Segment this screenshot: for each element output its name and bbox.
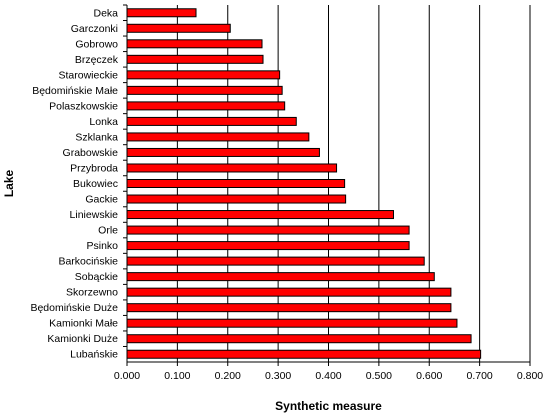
category-label: Polaszkowskie (49, 100, 118, 112)
category-label: Lonka (89, 116, 118, 128)
x-tick-label: 0.400 (315, 370, 341, 382)
bar (126, 132, 310, 142)
x-tick-labels: 0.000 0.100 0.200 0.300 0.400 0.500 0.600 0.700… (114, 362, 543, 382)
category-label: Przybroda (70, 162, 118, 174)
bar (126, 85, 283, 95)
category-label: Kamionki Duże (47, 333, 118, 345)
category-label: Gobrowo (75, 38, 118, 50)
x-tick-label: 0.000 (114, 370, 140, 382)
category-label: Brzęczek (75, 54, 119, 66)
category-label: Będomińskie Małe (32, 85, 118, 97)
category-label: Lubańskie (70, 349, 118, 361)
bar (126, 179, 346, 188)
bar (126, 334, 472, 344)
x-tick-label: 0.500 (366, 370, 392, 382)
bar (126, 256, 425, 266)
bar (126, 349, 482, 359)
bar (126, 147, 320, 157)
bar (126, 70, 281, 80)
category-label: Psinko (86, 240, 118, 252)
x-tick-label: 0.100 (164, 370, 190, 382)
x-tick-label: 0.200 (215, 370, 241, 382)
bar (126, 210, 394, 220)
category-label: Grabowskie (63, 147, 119, 159)
bar (126, 241, 410, 251)
bar (126, 8, 197, 18)
y-axis-title: Lake (2, 170, 16, 198)
category-label: Starowieckie (58, 69, 118, 81)
category-label: Bukowiec (73, 178, 118, 190)
category-label: Szklanka (75, 131, 118, 143)
bar (126, 23, 231, 33)
category-label: Gackie (85, 194, 118, 206)
bars (126, 8, 482, 359)
category-label: Deka (93, 7, 118, 19)
x-tick-label: 0.300 (265, 370, 291, 382)
x-tick-label: 0.600 (416, 370, 442, 382)
x-tick-label: 0.700 (466, 370, 492, 382)
category-label: Skorzewno (66, 287, 118, 299)
category-label: Będomińskie Duże (30, 302, 118, 314)
bar (126, 116, 297, 126)
bar (126, 39, 263, 49)
x-axis-title: Synthetic measure (275, 399, 382, 413)
bar (126, 272, 435, 282)
bar (126, 163, 338, 173)
category-label: Sobąckie (75, 271, 118, 283)
category-label: Kamionki Małe (49, 318, 118, 330)
bar (126, 318, 458, 328)
category-labels: Deka Garczonki Gobrowo Brzęczek Starowieckie… (30, 4, 127, 361)
category-label: Barkocińskie (58, 256, 118, 268)
bar (126, 54, 264, 64)
x-tick-label: 0.800 (517, 370, 543, 382)
bar (126, 194, 347, 204)
category-label: Liniewskie (70, 209, 119, 221)
category-label: Garczonki (71, 23, 118, 35)
bar (126, 303, 452, 313)
bar (126, 287, 452, 297)
category-label: Orle (98, 225, 118, 237)
bar (126, 101, 286, 111)
bar (126, 225, 410, 235)
